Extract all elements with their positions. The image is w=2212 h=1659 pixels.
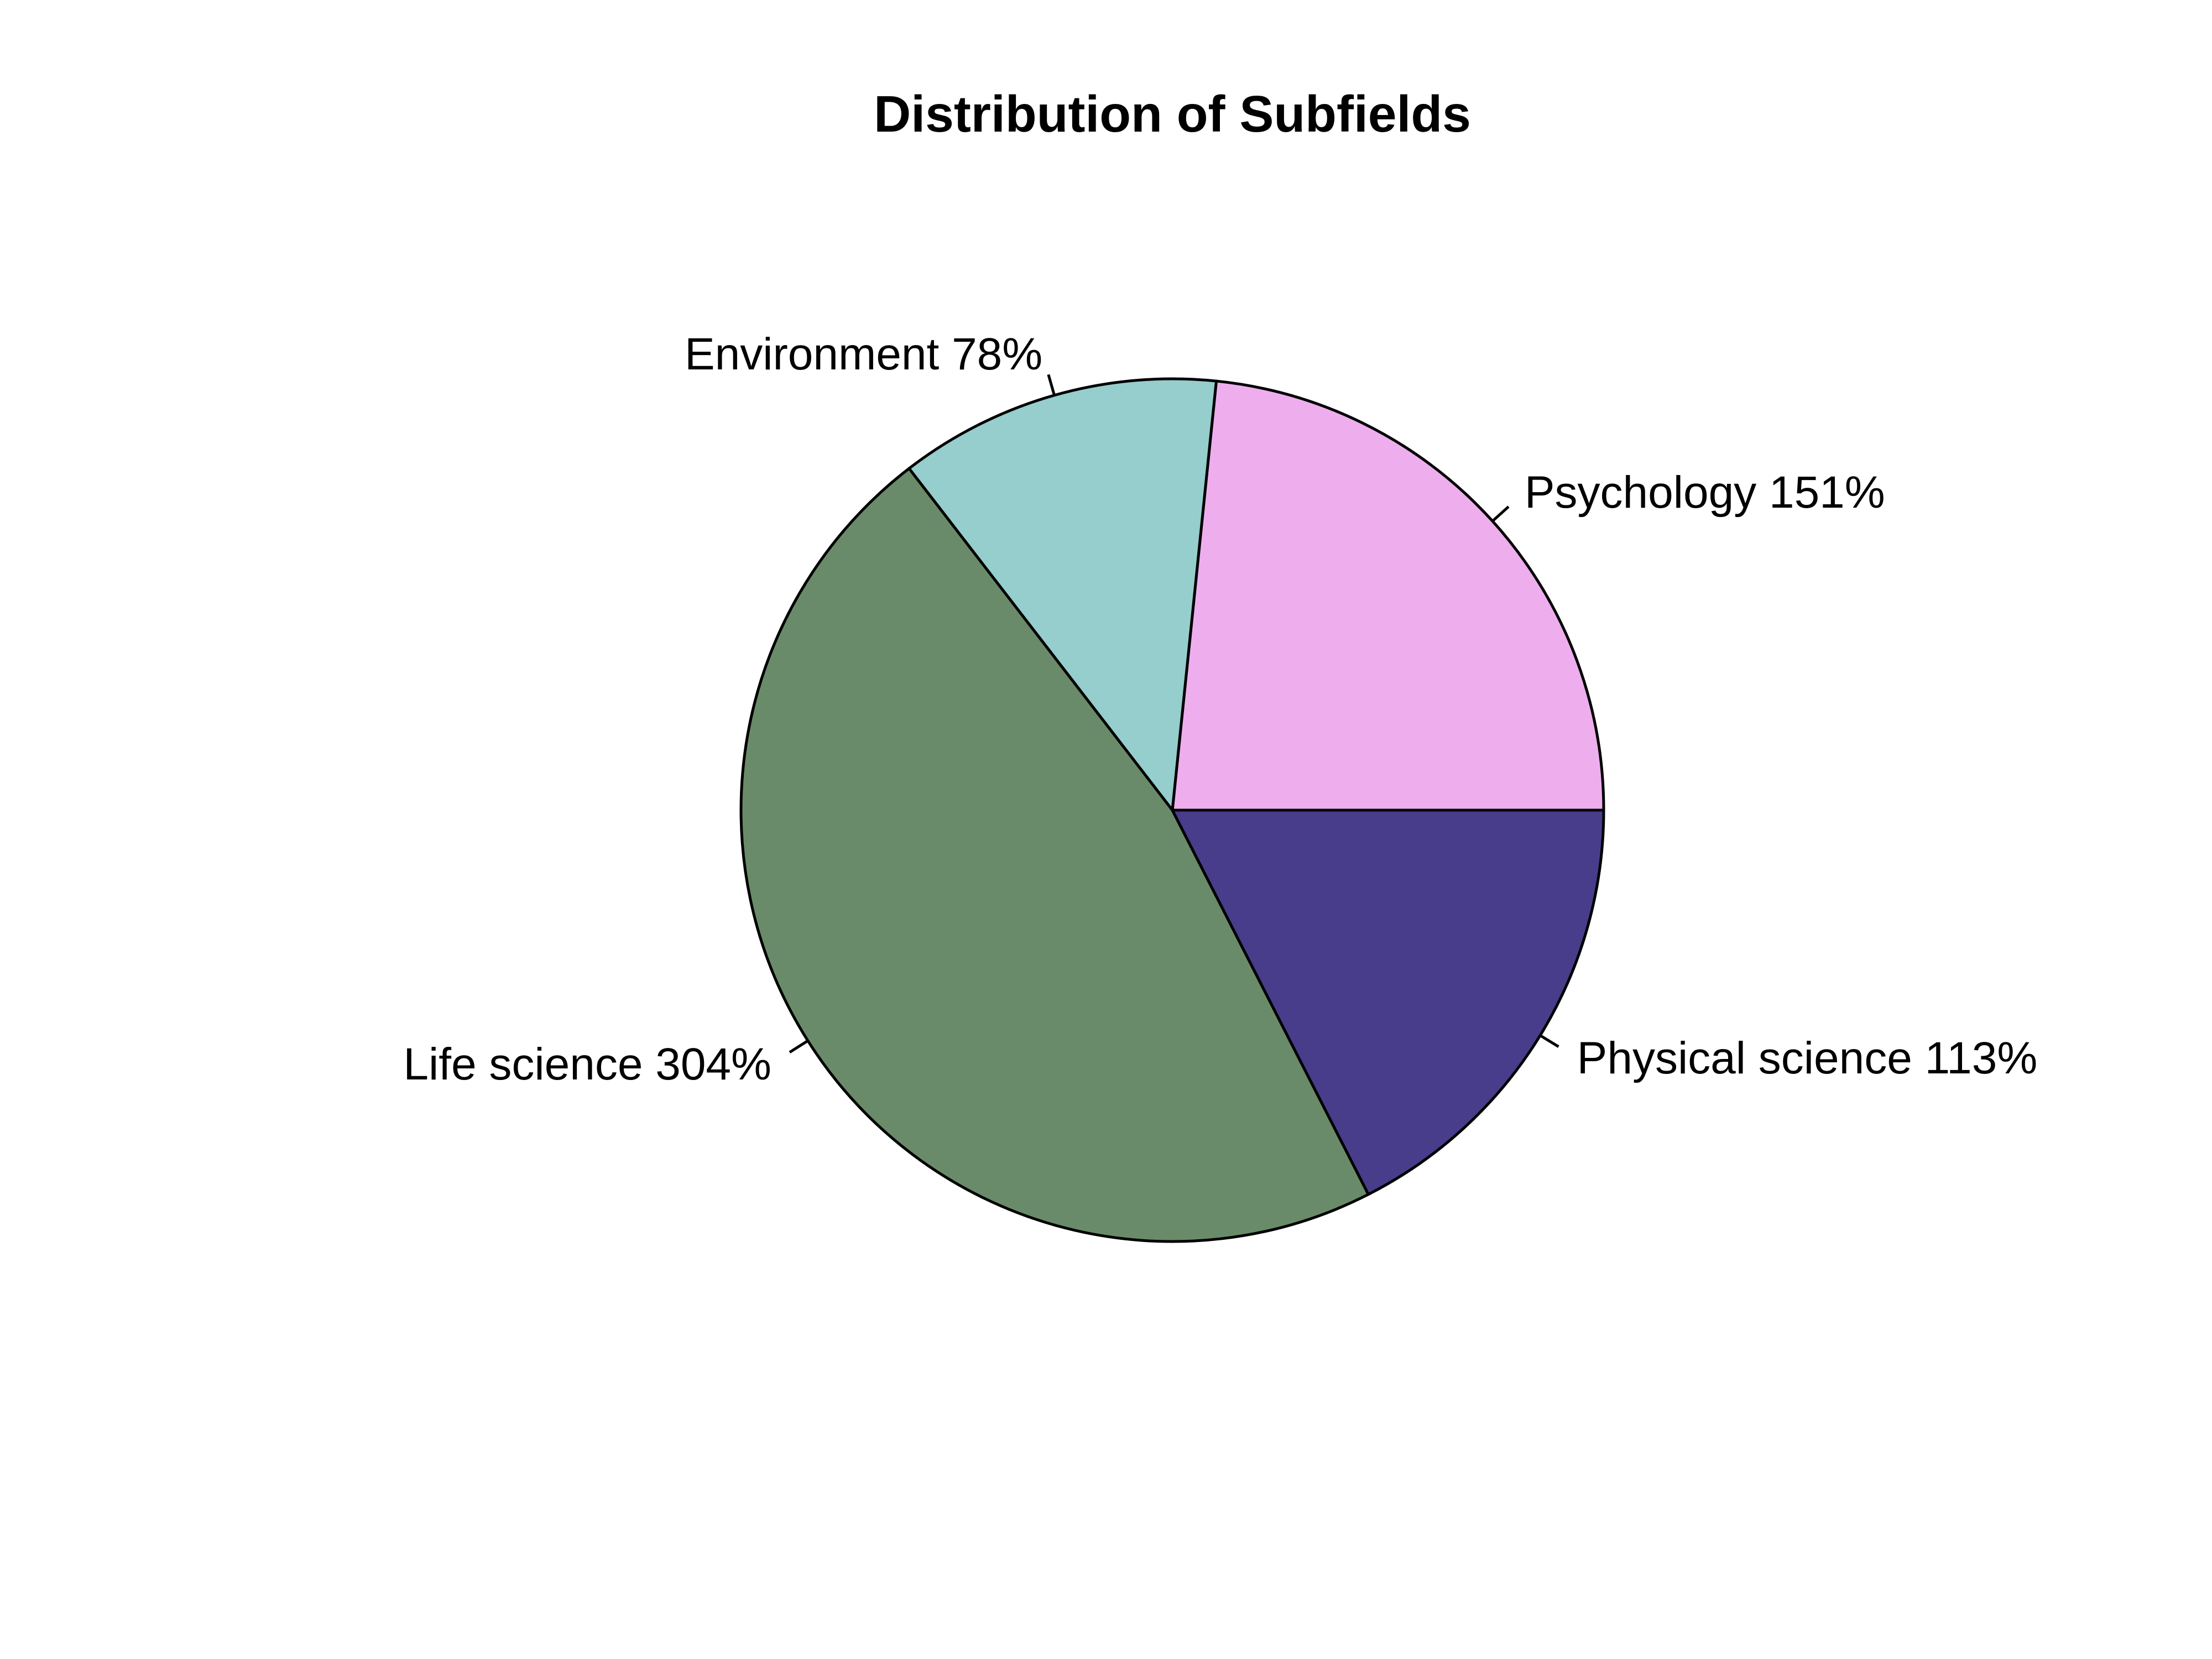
leader-line-life-science xyxy=(789,1039,809,1054)
pie-label-life-science: Life science 304% xyxy=(403,1039,771,1089)
pie-label-environment: Environment 78% xyxy=(685,329,1042,379)
pie-label-psychology: Psychology 151% xyxy=(1525,467,1885,518)
leader-line-psychology xyxy=(1491,505,1510,523)
pie-slice-psychology xyxy=(1171,379,1605,812)
chart-title: Distribution of Subfields xyxy=(874,85,1471,143)
pie-slices xyxy=(739,377,1605,1243)
pie-leader-lines xyxy=(789,374,1559,1054)
pie-labels: Psychology 151% Environment 78% Life scien… xyxy=(403,329,2037,1089)
leader-line-physical-science xyxy=(1539,1034,1559,1048)
pie-label-physical-science: Physical science 113% xyxy=(1577,1033,2038,1083)
pie-slice-life-science xyxy=(739,467,1370,1243)
pie-slice-physical-science xyxy=(1171,808,1605,1196)
leader-line-environment xyxy=(1047,374,1056,396)
